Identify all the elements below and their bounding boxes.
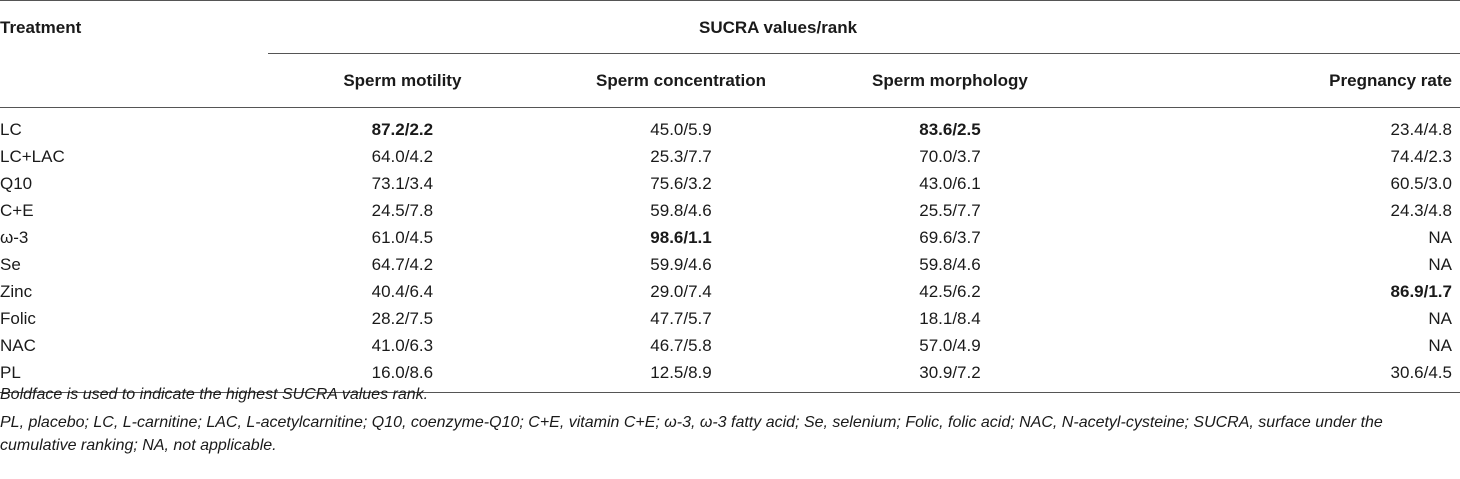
cell-value: NA	[1428, 335, 1452, 355]
header-col-concentration: Sperm concentration	[536, 53, 826, 108]
header-group-sucra: SUCRA values/rank	[699, 18, 858, 37]
header-col-motility: Sperm motility	[268, 53, 537, 108]
cell-value: 23.4/4.8	[1390, 119, 1452, 139]
cell-value: 73.1/3.4	[371, 173, 434, 193]
cell-value: 60.5/3.0	[1390, 173, 1452, 193]
cell-value: NA	[1428, 254, 1452, 274]
cell-treatment: Folic	[0, 308, 36, 328]
table-row: Folic 28.2/7.5 47.7/5.7 18.1/8.4 NA	[0, 305, 1460, 332]
cell-value: 25.3/7.7	[650, 146, 712, 166]
cell-value: 18.1/8.4	[919, 308, 981, 328]
cell-value: 87.2/2.2	[371, 119, 434, 139]
table-row: C+E 24.5/7.8 59.8/4.6 25.5/7.7 24.3/4.8	[0, 197, 1460, 224]
cell-value: 28.2/7.5	[371, 308, 434, 328]
table-row: Q10 73.1/3.4 75.6/3.2 43.0/6.1 60.5/3.0	[0, 170, 1460, 197]
table-row: LC+LAC 64.0/4.2 25.3/7.7 70.0/3.7 74.4/2.3	[0, 143, 1460, 170]
cell-value: 59.8/4.6	[650, 200, 712, 220]
cell-treatment: Zinc	[0, 281, 33, 301]
cell-treatment: ω-3	[0, 227, 29, 247]
cell-value: 46.7/5.8	[650, 335, 712, 355]
table-row: PL 16.0/8.6 12.5/8.9 30.9/7.2 30.6/4.5	[0, 359, 1460, 393]
cell-value: 24.3/4.8	[1390, 200, 1452, 220]
cell-value: 42.5/6.2	[919, 281, 981, 301]
table-footnotes: Boldface is used to indicate the highest…	[0, 383, 1460, 457]
cell-value: 98.6/1.1	[650, 227, 712, 247]
cell-value: 83.6/2.5	[919, 119, 981, 139]
cell-value: 41.0/6.3	[371, 335, 434, 355]
cell-value: 59.8/4.6	[919, 254, 981, 274]
cell-value: 69.6/3.7	[919, 227, 981, 247]
cell-value: 57.0/4.9	[919, 335, 981, 355]
cell-value: 86.9/1.7	[1390, 281, 1452, 301]
cell-value: 61.0/4.5	[371, 227, 434, 247]
cell-treatment: C+E	[0, 200, 34, 220]
cell-value: 12.5/8.9	[650, 362, 712, 382]
cell-value: 59.9/4.6	[650, 254, 712, 274]
cell-value: 70.0/3.7	[919, 146, 981, 166]
cell-value: 29.0/7.4	[650, 281, 712, 301]
header-col-pregnancy: Pregnancy rate	[1074, 53, 1460, 108]
cell-value: 16.0/8.6	[371, 362, 434, 382]
cell-value: 43.0/6.1	[919, 173, 981, 193]
cell-value: 45.0/5.9	[650, 119, 712, 139]
cell-value: NA	[1428, 308, 1452, 328]
cell-value: 47.7/5.7	[650, 308, 712, 328]
cell-value: 30.9/7.2	[919, 362, 981, 382]
cell-value: 25.5/7.7	[919, 200, 981, 220]
cell-value: 64.0/4.2	[371, 146, 434, 166]
cell-treatment: Q10	[0, 173, 33, 193]
table-body: LC 87.2/2.2 45.0/5.9 83.6/2.5 23.4/4.8 LC+LAC…	[0, 108, 1460, 393]
table-row: NAC 41.0/6.3 46.7/5.8 57.0/4.9 NA	[0, 332, 1460, 359]
sucra-table: Treatment SUCRA values/rank Sperm motili…	[0, 0, 1460, 393]
cell-treatment: PL	[0, 362, 21, 382]
table-row: ω-3 61.0/4.5 98.6/1.1 69.6/3.7 NA	[0, 224, 1460, 251]
cell-value: 64.7/4.2	[371, 254, 434, 274]
cell-value: 74.4/2.3	[1390, 146, 1452, 166]
header-treatment: Treatment	[0, 18, 82, 38]
cell-treatment: LC+LAC	[0, 146, 65, 166]
table-row: LC 87.2/2.2 45.0/5.9 83.6/2.5 23.4/4.8	[0, 108, 1460, 144]
cell-value: NA	[1428, 227, 1452, 247]
footnote-boldface: Boldface is used to indicate the highest…	[0, 386, 429, 403]
cell-value: 30.6/4.5	[1390, 362, 1452, 382]
cell-treatment: NAC	[0, 335, 36, 355]
cell-value: 24.5/7.8	[371, 200, 434, 220]
table-row: Zinc 40.4/6.4 29.0/7.4 42.5/6.2 86.9/1.7	[0, 278, 1460, 305]
cell-value: 75.6/3.2	[650, 173, 712, 193]
cell-treatment: LC	[0, 119, 22, 139]
footnote-abbreviations: PL, placebo; LC, L-carnitine; LAC, L-ace…	[0, 414, 1383, 454]
cell-value: 40.4/6.4	[371, 281, 434, 301]
cell-treatment: Se	[0, 254, 21, 274]
table-row: Se 64.7/4.2 59.9/4.6 59.8/4.6 NA	[0, 251, 1460, 278]
header-col-morphology: Sperm morphology	[825, 53, 1075, 108]
